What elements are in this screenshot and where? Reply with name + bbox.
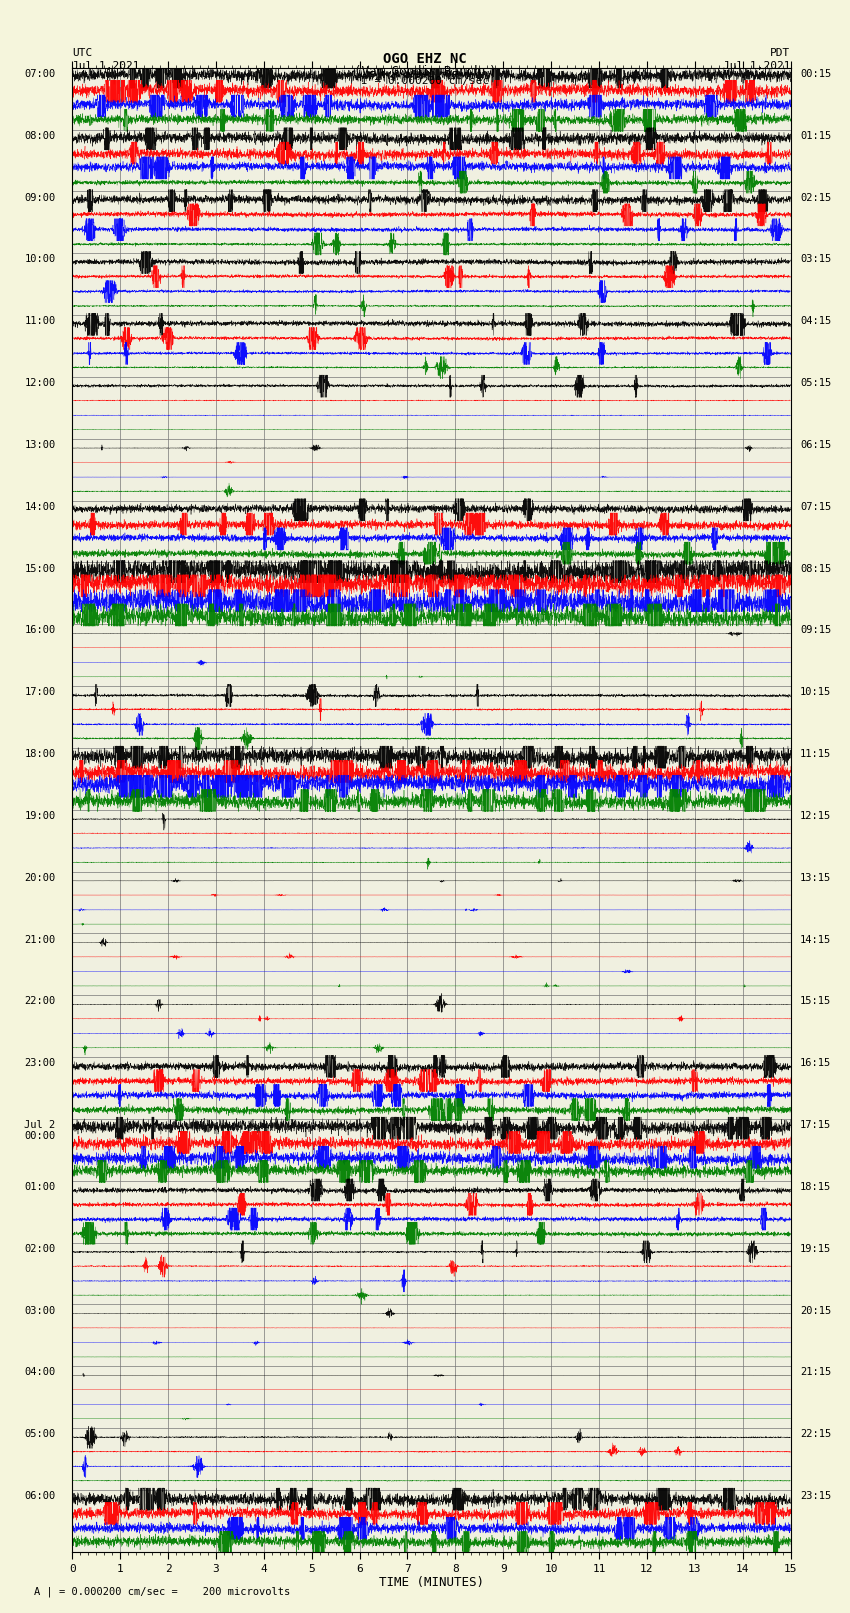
Text: 05:15: 05:15 bbox=[800, 377, 831, 389]
Text: 20:15: 20:15 bbox=[800, 1305, 831, 1316]
Text: 20:00: 20:00 bbox=[25, 873, 55, 882]
Text: 15:00: 15:00 bbox=[25, 563, 55, 574]
Text: 12:15: 12:15 bbox=[800, 811, 831, 821]
Text: 18:00: 18:00 bbox=[25, 748, 55, 760]
Text: 15:15: 15:15 bbox=[800, 997, 831, 1007]
Text: OGO EHZ NC: OGO EHZ NC bbox=[383, 52, 467, 66]
Text: 16:00: 16:00 bbox=[25, 626, 55, 636]
Text: 08:15: 08:15 bbox=[800, 563, 831, 574]
Text: 13:15: 13:15 bbox=[800, 873, 831, 882]
Text: Jul 1,2021: Jul 1,2021 bbox=[72, 61, 139, 71]
Text: 01:15: 01:15 bbox=[800, 131, 831, 140]
Text: 10:15: 10:15 bbox=[800, 687, 831, 697]
Text: 19:00: 19:00 bbox=[25, 811, 55, 821]
Text: 22:15: 22:15 bbox=[800, 1429, 831, 1439]
Text: 06:15: 06:15 bbox=[800, 440, 831, 450]
Text: Jul 1,2021: Jul 1,2021 bbox=[723, 61, 791, 71]
Text: 21:15: 21:15 bbox=[800, 1368, 831, 1378]
Text: 11:00: 11:00 bbox=[25, 316, 55, 326]
X-axis label: TIME (MINUTES): TIME (MINUTES) bbox=[379, 1576, 484, 1589]
Text: 17:00: 17:00 bbox=[25, 687, 55, 697]
Text: A | = 0.000200 cm/sec =    200 microvolts: A | = 0.000200 cm/sec = 200 microvolts bbox=[34, 1586, 290, 1597]
Text: PDT: PDT bbox=[770, 48, 790, 58]
Text: I = 0.000200 cm/sec: I = 0.000200 cm/sec bbox=[361, 76, 489, 85]
Text: 09:15: 09:15 bbox=[800, 626, 831, 636]
Text: 01:00: 01:00 bbox=[25, 1182, 55, 1192]
Text: 09:00: 09:00 bbox=[25, 192, 55, 203]
Text: 02:00: 02:00 bbox=[25, 1244, 55, 1253]
Text: 07:00: 07:00 bbox=[25, 69, 55, 79]
Text: 00:15: 00:15 bbox=[800, 69, 831, 79]
Text: 07:15: 07:15 bbox=[800, 502, 831, 511]
Text: 19:15: 19:15 bbox=[800, 1244, 831, 1253]
Text: 14:00: 14:00 bbox=[25, 502, 55, 511]
Text: 12:00: 12:00 bbox=[25, 377, 55, 389]
Text: 04:00: 04:00 bbox=[25, 1368, 55, 1378]
Text: 11:15: 11:15 bbox=[800, 748, 831, 760]
Text: 03:00: 03:00 bbox=[25, 1305, 55, 1316]
Text: 03:15: 03:15 bbox=[800, 255, 831, 265]
Text: (Van Goodin Ranch ): (Van Goodin Ranch ) bbox=[354, 65, 496, 77]
Text: 02:15: 02:15 bbox=[800, 192, 831, 203]
Text: 22:00: 22:00 bbox=[25, 997, 55, 1007]
Text: 04:15: 04:15 bbox=[800, 316, 831, 326]
Text: 17:15: 17:15 bbox=[800, 1119, 831, 1131]
Text: 18:15: 18:15 bbox=[800, 1182, 831, 1192]
Text: UTC: UTC bbox=[72, 48, 93, 58]
Text: Jul 2
00:00: Jul 2 00:00 bbox=[25, 1119, 55, 1140]
Text: 13:00: 13:00 bbox=[25, 440, 55, 450]
Text: 14:15: 14:15 bbox=[800, 934, 831, 945]
Text: 21:00: 21:00 bbox=[25, 934, 55, 945]
Text: 05:00: 05:00 bbox=[25, 1429, 55, 1439]
Text: 23:00: 23:00 bbox=[25, 1058, 55, 1068]
Text: 16:15: 16:15 bbox=[800, 1058, 831, 1068]
Text: 23:15: 23:15 bbox=[800, 1490, 831, 1502]
Text: 08:00: 08:00 bbox=[25, 131, 55, 140]
Text: 06:00: 06:00 bbox=[25, 1490, 55, 1502]
Text: 10:00: 10:00 bbox=[25, 255, 55, 265]
